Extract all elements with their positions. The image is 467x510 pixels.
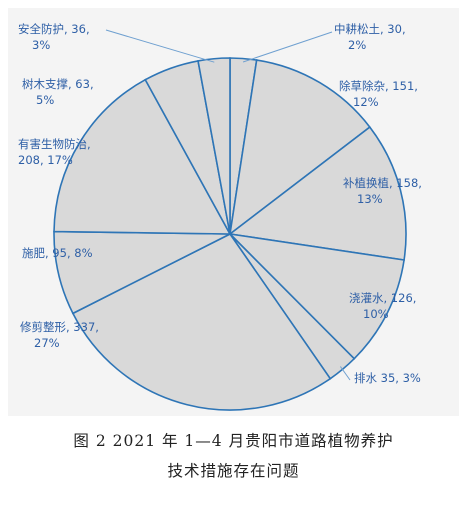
slice-label-6-line2: 27% (34, 336, 60, 350)
slice-label-5: 排水 35, 3% (354, 371, 421, 385)
slice-label-3-line2: 13% (357, 192, 383, 206)
slice-label-4: 浇灌水, 126, (349, 291, 416, 305)
slice-label-7: 施肥, 95, 8% (22, 246, 93, 260)
leader-line-5 (339, 366, 351, 381)
pie-slice-10 (197, 57, 231, 235)
slice-label-6: 修剪整形, 337, (20, 320, 99, 334)
slice-label-4-line2: 10% (363, 307, 389, 321)
slice-label-2-line2: 12% (353, 95, 379, 109)
slice-label-8-line2: 208, 17% (18, 153, 73, 167)
pie-slice-8 (53, 78, 232, 235)
figure-caption: 图 2 2021 年 1—4 月贵阳市道路植物养护 技术措施存在问题 (0, 426, 467, 486)
slice-label-1: 中耕松土, 30, (334, 22, 406, 36)
leader-line-1 (242, 31, 333, 63)
slice-label-1-line2: 2% (348, 38, 366, 52)
slice-label-10: 安全防护, 36, (18, 22, 90, 36)
pie-chart: 中耕松土, 30, 2% 除草除杂, 151, 12% 补植换植, 158, 13% 浇灌水… (18, 22, 422, 411)
slice-label-3: 补植换植, 158, (343, 176, 422, 190)
caption-line-1: 图 2 2021 年 1—4 月贵阳市道路植物养护 (73, 432, 394, 450)
slice-label-9-line2: 5% (36, 93, 54, 107)
slice-label-2: 除草除杂, 151, (339, 79, 418, 93)
pie-slice-2 (228, 59, 371, 236)
slice-label-8: 有害生物防治, (18, 137, 91, 151)
chart-panel: 中耕松土, 30, 2% 除草除杂, 151, 12% 补植换植, 158, 13% 浇灌水… (8, 8, 459, 416)
pie-slice-3 (228, 125, 407, 261)
slice-label-10-line2: 3% (32, 38, 50, 52)
pie-slice-6 (71, 232, 332, 411)
slice-label-9: 树木支撑, 63, (22, 77, 94, 91)
caption-line-2: 技术措施存在问题 (167, 462, 300, 480)
pie-slice-4 (227, 232, 405, 360)
leader-line-10 (105, 29, 215, 63)
